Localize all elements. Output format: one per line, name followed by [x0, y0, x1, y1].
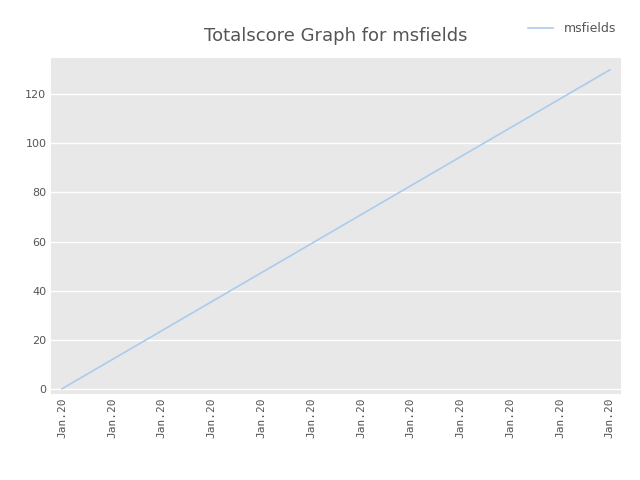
msfields: [385, 196, 392, 202]
msfields: [58, 386, 66, 392]
msfields: [340, 222, 348, 228]
msfields: [186, 312, 193, 317]
msfields: [562, 93, 570, 98]
Line: msfields: msfields: [62, 70, 610, 389]
msfields: [163, 324, 171, 330]
Legend: msfields: msfields: [524, 17, 621, 40]
msfields: [579, 83, 586, 89]
msfields: [606, 67, 614, 73]
Title: Totalscore Graph for msfields: Totalscore Graph for msfields: [204, 27, 468, 45]
